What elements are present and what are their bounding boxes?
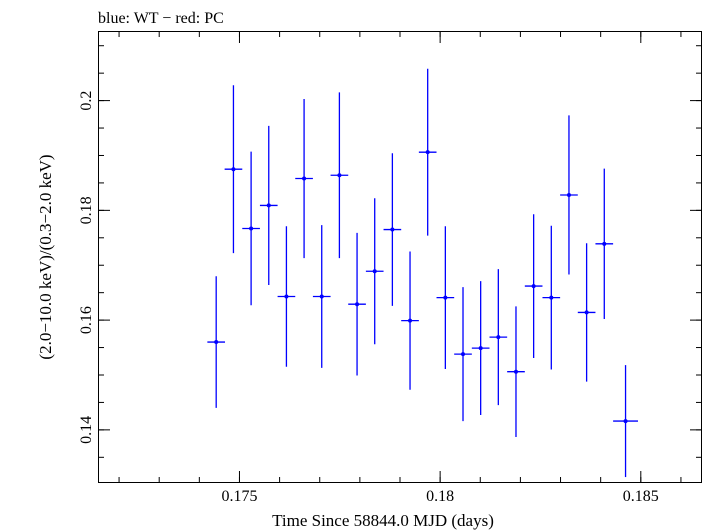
point-marker [214, 340, 219, 345]
y-tick-label: 0.18 [78, 196, 95, 224]
point-marker [302, 176, 307, 181]
point-marker [602, 241, 607, 246]
x-axis-label: Time Since 58844.0 MJD (days) [272, 511, 494, 530]
point-marker [584, 310, 589, 315]
x-tick-label: 0.18 [426, 488, 454, 505]
data-point [489, 269, 508, 406]
point-marker [355, 302, 360, 307]
data-point [577, 243, 596, 382]
data-point [524, 214, 543, 358]
point-marker [284, 294, 289, 299]
point-marker [443, 295, 448, 300]
point-marker [531, 284, 536, 289]
data-point [401, 251, 419, 390]
point-marker [549, 295, 554, 300]
point-marker [478, 346, 483, 351]
data-point [418, 68, 437, 236]
y-tick-label: 0.2 [78, 91, 95, 111]
plot-frame [98, 31, 702, 483]
point-marker [390, 227, 395, 232]
point-marker [337, 173, 342, 178]
data-point [595, 168, 614, 320]
axis-ticks [99, 32, 701, 482]
data-point [295, 98, 313, 259]
y-axis-label: (2.0−10.0 keV)/(0.3−2.0 keV) [36, 154, 55, 359]
data-point [383, 153, 402, 306]
point-marker [266, 203, 271, 208]
data-point [259, 125, 278, 285]
point-marker [372, 269, 377, 274]
point-marker [249, 226, 254, 231]
point-marker [408, 318, 413, 323]
point-marker [461, 352, 466, 357]
axis-tick-labels: 0.175 0.18 0.185 0.14 0.16 0.18 0.2 [78, 91, 659, 505]
point-marker [623, 419, 628, 424]
point-marker [425, 150, 430, 155]
data-point [330, 92, 349, 259]
data-point [454, 287, 472, 422]
data-point [613, 365, 638, 478]
point-marker [513, 369, 518, 374]
data-point [348, 232, 366, 376]
point-marker [496, 335, 501, 340]
data-point [242, 151, 260, 306]
data-point [560, 115, 578, 275]
data-point [471, 281, 490, 416]
data-point [507, 306, 525, 437]
x-tick-label: 0.175 [221, 488, 257, 505]
point-marker [319, 294, 324, 299]
data-point [312, 225, 331, 368]
y-tick-label: 0.16 [78, 306, 95, 334]
data-point [365, 198, 384, 345]
data-series [207, 68, 638, 478]
data-point [542, 225, 561, 370]
data-point [277, 226, 296, 367]
chart-title: blue: WT − red: PC [98, 10, 224, 27]
x-tick-label: 0.185 [623, 488, 659, 505]
point-marker [231, 167, 236, 172]
y-tick-label: 0.14 [78, 416, 95, 444]
data-point [207, 276, 226, 408]
data-point [436, 226, 455, 369]
point-marker [566, 192, 571, 197]
data-point [224, 85, 243, 254]
